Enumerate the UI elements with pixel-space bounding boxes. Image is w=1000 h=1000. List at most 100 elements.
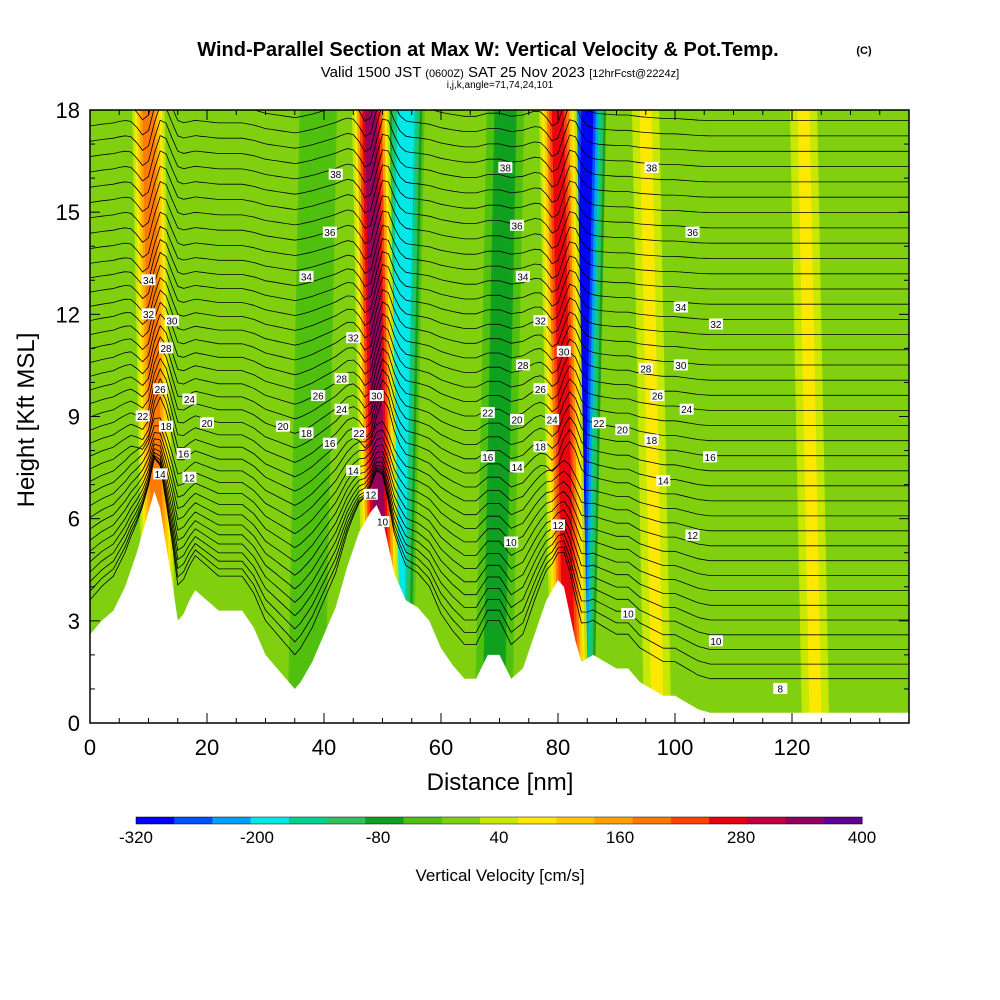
isentrope-label-text: 24 <box>336 405 348 416</box>
isentrope-label: 20 <box>615 424 630 437</box>
isentrope-line <box>90 210 909 265</box>
copyright-mark: (C) <box>856 45 872 57</box>
isentrope-label: 14 <box>510 461 525 474</box>
isentrope-label-bg <box>591 417 606 429</box>
isentrope-label-bg <box>159 420 174 432</box>
isentrope-label: 12 <box>182 471 197 484</box>
colorbar-swatch <box>556 817 596 824</box>
isentrope-label-text: 10 <box>623 610 635 621</box>
isentrope-line <box>90 301 909 366</box>
isentrope-label-bg <box>299 270 314 282</box>
isentrope-label: 32 <box>533 315 548 328</box>
isentrope-label-bg <box>369 390 384 402</box>
isentrope-label: 32 <box>708 318 723 331</box>
isentrope-label-text: 18 <box>301 429 313 440</box>
isentrope-label-text: 16 <box>324 439 336 450</box>
x-axis-label: Distance [nm] <box>427 769 574 796</box>
isentrope-label-text: 20 <box>277 422 289 433</box>
colorbar-tick-label: 400 <box>848 828 876 847</box>
velocity-band <box>639 110 664 723</box>
plot-area: 34 32 30 28 26 24 22 20 18 16 14 12 38 36 34 32 28 26 24 22… <box>90 110 909 723</box>
colorbar-tick-label: -320 <box>119 828 153 847</box>
subtitle-fcst: [12hrFcst@2224z] <box>589 68 679 80</box>
isentrope-label-bg <box>708 318 723 330</box>
isentrope-label: 12 <box>363 488 378 501</box>
velocity-band <box>487 110 512 723</box>
isentrope-label: 18 <box>533 441 548 454</box>
isentrope-line <box>90 149 909 203</box>
isentrope-label: 34 <box>515 270 530 283</box>
isentrope-label: 30 <box>164 315 179 328</box>
isentrope-label-text: 14 <box>658 477 670 488</box>
y-tick-label: 3 <box>68 609 80 634</box>
x-tick-label: 0 <box>84 735 96 760</box>
isentrope-label-text: 22 <box>354 429 366 440</box>
isentrope-label: 36 <box>510 219 525 232</box>
terrain-mask <box>90 491 909 723</box>
isentrope-label-text: 20 <box>617 426 629 437</box>
colorbar-tick-label: 40 <box>490 828 509 847</box>
isentrope-label-bg <box>556 345 571 357</box>
subtitle-ijk: i,j,k,angle=71,74,24,101 <box>447 80 554 91</box>
isentrope-label: 12 <box>685 529 700 542</box>
colorbar-swatch <box>174 817 213 824</box>
chart-subtitle: Valid 1500 JST (0600Z) SAT 25 Nov 2023 [… <box>321 64 679 81</box>
isentrope-label: 28 <box>515 359 530 372</box>
colorbar-label: Vertical Velocity [cm/s] <box>415 866 584 885</box>
isentrope-line <box>90 357 909 442</box>
isentrope-label-bg <box>164 315 179 327</box>
isentrope-label-text: 38 <box>500 163 512 174</box>
isentrope-label-text: 32 <box>348 334 360 345</box>
chart-title: Wind-Parallel Section at Max W: Vertical… <box>197 39 778 61</box>
isentrope-label-text: 24 <box>184 395 196 406</box>
isentrope-label: 16 <box>176 447 191 460</box>
isentrope-line <box>90 417 909 517</box>
isentrope-label-text: 10 <box>710 637 722 648</box>
isentrope-label-text: 32 <box>710 320 722 331</box>
isentrope-line <box>90 336 909 411</box>
isentrope-label-text: 10 <box>377 518 389 529</box>
isentrope-label-text: 14 <box>348 466 360 477</box>
colorbar-swatch <box>441 817 481 824</box>
isentrope-label: 14 <box>153 468 168 481</box>
isentrope-label-text: 18 <box>646 436 658 447</box>
isentrope-line <box>90 455 909 680</box>
x-tick-label: 100 <box>657 735 694 760</box>
isentrope-label: 20 <box>510 413 525 426</box>
isentrope-label: 24 <box>545 413 560 426</box>
isentrope-line <box>90 313 909 381</box>
x-tick-label: 80 <box>546 735 570 760</box>
colorbar-swatch <box>823 817 863 824</box>
isentrope-label: 16 <box>480 451 495 464</box>
isentrope-label-text: 12 <box>552 521 564 532</box>
isentrope-label-bg <box>363 488 378 500</box>
isentrope-label-text: 10 <box>506 538 518 549</box>
x-tick-label: 40 <box>312 735 336 760</box>
isentrope-label-bg <box>638 362 653 374</box>
isentrope-label: 24 <box>334 403 349 416</box>
isentrope-label: 18 <box>159 420 174 433</box>
isentrope-contours <box>90 110 909 680</box>
isentrope-label: 34 <box>299 270 314 283</box>
isentrope-label-text: 26 <box>652 392 664 403</box>
velocity-band <box>797 110 822 723</box>
colorbar-swatch <box>212 817 252 824</box>
isentrope-label: 20 <box>200 417 214 430</box>
isentrope-label-bg <box>322 226 337 238</box>
isentrope-label: 22 <box>352 427 367 440</box>
isentrope-label-text: 36 <box>687 228 699 239</box>
isentrope-line <box>90 179 909 234</box>
isentrope-label-bg <box>621 608 636 620</box>
isentrope-label-bg <box>773 682 788 694</box>
isentrope-line <box>90 456 909 636</box>
colorbar-swatch <box>785 817 825 824</box>
isentrope-label-bg <box>551 519 565 531</box>
isentrope-label-text: 30 <box>675 361 687 372</box>
isentrope-line <box>90 263 909 321</box>
isentrope-label-text: 22 <box>137 412 149 423</box>
isentrope-label: 26 <box>533 383 548 396</box>
y-axis-label: Height [Kft MSL] <box>13 333 40 508</box>
isentrope-label: 12 <box>551 519 565 532</box>
